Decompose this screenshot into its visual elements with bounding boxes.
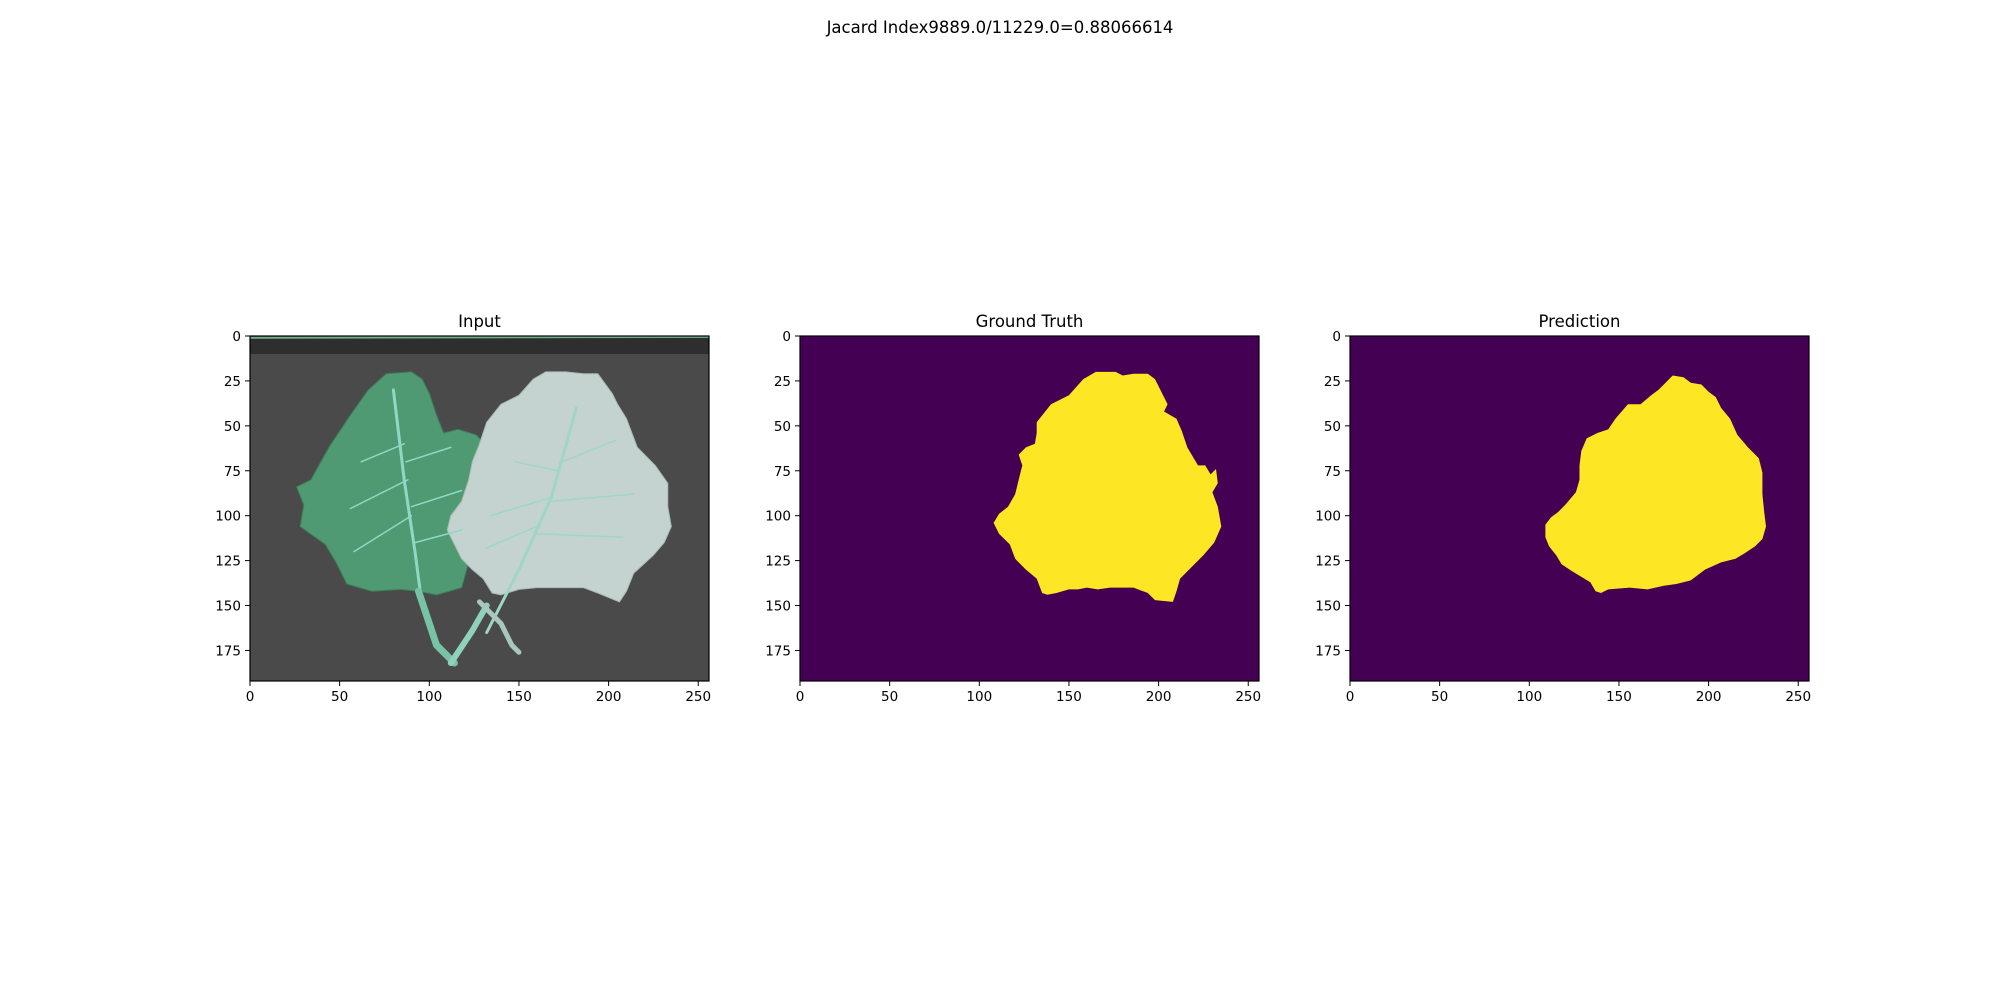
ground-truth-x-tick-label: 150 [1056,689,1082,705]
input-x-tick-label: 0 [246,689,255,705]
prediction-x-tick-label: 100 [1516,689,1542,705]
input-y-tick-label: 100 [215,509,241,525]
healthy-leaf-vein [410,489,463,508]
prediction-y-tick-label: 175 [1315,643,1341,659]
input-x-tick-label: 200 [596,689,622,705]
prediction-panel-title: Prediction [1539,312,1621,331]
input-axes-frame [249,335,710,682]
prediction-x-tick-label: 200 [1696,689,1722,705]
input-y-tick-label: 150 [215,599,241,615]
input-y-tick-label: 25 [224,374,241,390]
ground-truth-axis-ticks: 0 50 100 150 200 250 0 25 50 75 100 125 150 175 [765,329,1261,705]
prediction-foreground-region [1545,375,1766,593]
input-y-tick-label: 175 [215,643,241,659]
ground-truth-x-tick-label: 0 [796,689,805,705]
diseased-leaf-vein [489,496,552,517]
input-panel-title: Input [458,312,501,331]
healthy-leaf-vein [349,479,409,510]
prediction-axis-ticks: 0 50 100 150 200 250 0 25 50 75 100 125 150 175 [1315,329,1811,705]
input-panel: Input 0 50 100 150 200 250 0 25 50 75 100 125 150 175 [215,312,711,705]
diseased-leaf-vein [514,461,560,472]
ground-truth-panel-title: Ground Truth [976,312,1084,331]
input-axis-ticks: 0 50 100 150 200 250 0 25 50 75 100 125 150 175 [215,329,711,705]
healthy-leaf-stem [415,587,458,667]
healthy-leaf-vein [360,443,405,463]
ground-truth-y-tick-label: 100 [765,509,791,525]
healthy-leaf-vein [391,388,424,607]
prediction-y-tick-label: 50 [1324,419,1341,435]
ground-truth-x-tick-label: 50 [881,689,898,705]
figure-suptitle: Jacard Index9889.0/11229.0=0.88066614 [826,18,1174,37]
ground-truth-y-tick-label: 75 [774,464,791,480]
photo-top-strip [250,336,709,339]
input-y-tick-label: 50 [224,419,241,435]
ground-truth-x-tick-label: 100 [966,689,992,705]
ground-truth-panel: Ground Truth 0 50 100 150 200 250 0 25 50 75 100 12… [765,312,1261,705]
photo-top-shadow [250,336,709,354]
diseased-leaf [446,371,672,603]
ground-truth-y-tick-label: 0 [782,329,791,345]
prediction-x-tick-label: 50 [1431,689,1448,705]
prediction-x-tick-label: 250 [1785,689,1811,705]
ground-truth-mask [800,336,1259,681]
input-y-tick-label: 0 [232,329,241,345]
input-x-tick-label: 50 [331,689,348,705]
prediction-y-tick-label: 150 [1315,599,1341,615]
input-x-tick-label: 100 [416,689,442,705]
prediction-x-tick-label: 0 [1346,689,1355,705]
diseased-leaf-stem [447,602,490,666]
diseased-leaf-stem-branch [477,599,522,655]
diseased-leaf-vein [485,406,578,634]
ground-truth-y-tick-label: 125 [765,554,791,570]
ground-truth-y-tick-label: 150 [765,599,791,615]
ground-truth-axes-frame [799,335,1260,682]
prediction-y-tick-label: 125 [1315,554,1341,570]
prediction-y-tick-label: 0 [1332,329,1341,345]
prediction-y-tick-label: 75 [1324,464,1341,480]
ground-truth-y-tick-label: 25 [774,374,791,390]
input-photo [250,336,709,681]
ground-truth-y-tick-label: 50 [774,419,791,435]
input-y-tick-label: 125 [215,554,241,570]
diseased-leaf-vein [485,523,542,549]
healthy-leaf-vein [414,529,463,544]
prediction-mask [1350,336,1809,681]
prediction-axes-frame [1349,335,1810,682]
prediction-panel: Prediction 0 50 100 150 200 250 0 25 50 75 100 125 1… [1315,312,1811,705]
ground-truth-foreground-region [993,371,1222,602]
diseased-leaf-vein [550,493,635,503]
input-x-tick-label: 250 [685,689,711,705]
diseased-leaf-vein [536,532,624,539]
prediction-y-tick-label: 25 [1324,374,1341,390]
prediction-x-tick-label: 150 [1606,689,1632,705]
healthy-leaf-vein [353,514,413,553]
ground-truth-x-tick-label: 250 [1235,689,1261,705]
input-y-tick-label: 75 [224,464,241,480]
diseased-leaf-vein [561,439,617,463]
ground-truth-x-tick-label: 200 [1146,689,1172,705]
prediction-y-tick-label: 100 [1315,509,1341,525]
ground-truth-y-tick-label: 175 [765,643,791,659]
input-x-tick-label: 150 [506,689,532,705]
healthy-leaf-vein [405,446,452,463]
